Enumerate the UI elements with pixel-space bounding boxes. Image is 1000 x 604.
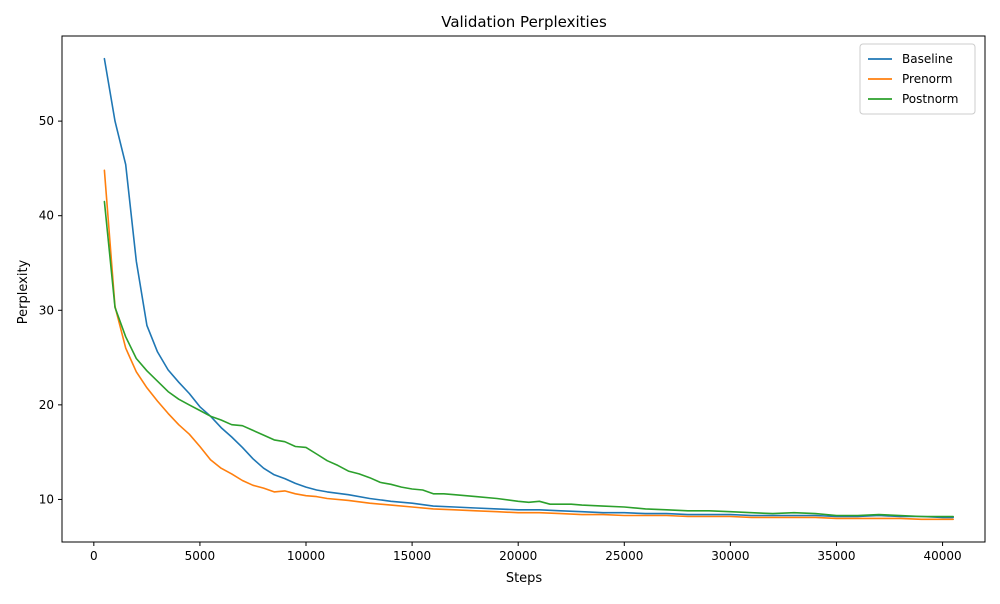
y-tick-label: 40 (39, 209, 54, 223)
plot-frame (61, 35, 986, 543)
y-axis: 10 20 30 40 50 (39, 114, 62, 506)
x-axis: 0 5000 10000 15000 20000 25000 30000 35000 40000 (90, 542, 962, 563)
legend-label-baseline: Baseline (902, 52, 953, 66)
x-tick-label: 5000 (185, 549, 216, 563)
legend-label-prenorm: Prenorm (902, 72, 952, 86)
y-axis-label: Perplexity (16, 259, 31, 324)
x-tick-label: 0 (90, 549, 98, 563)
y-tick-label: 20 (39, 398, 54, 412)
x-tick-label: 30000 (711, 549, 749, 563)
legend: Baseline Prenorm Postnorm (859, 43, 976, 115)
series-line-prenorm (103, 169, 955, 521)
x-tick-label: 10000 (287, 549, 325, 563)
y-tick-label: 50 (39, 114, 54, 128)
x-tick-label: 20000 (499, 549, 537, 563)
x-axis-label: Steps (506, 571, 543, 586)
x-tick-label: 35000 (817, 549, 855, 563)
legend-label-postnorm: Postnorm (902, 92, 958, 106)
x-tick-label: 15000 (393, 549, 431, 563)
x-tick-label: 25000 (605, 549, 643, 563)
x-tick-label: 40000 (923, 549, 961, 563)
chart-title: Validation Perplexities (441, 13, 607, 31)
y-tick-label: 30 (39, 303, 54, 317)
series-line-baseline (103, 57, 955, 519)
legend-box (859, 43, 976, 115)
y-tick-label: 10 (39, 492, 54, 506)
series-layer (103, 57, 955, 521)
series-line-postnorm (103, 200, 955, 518)
